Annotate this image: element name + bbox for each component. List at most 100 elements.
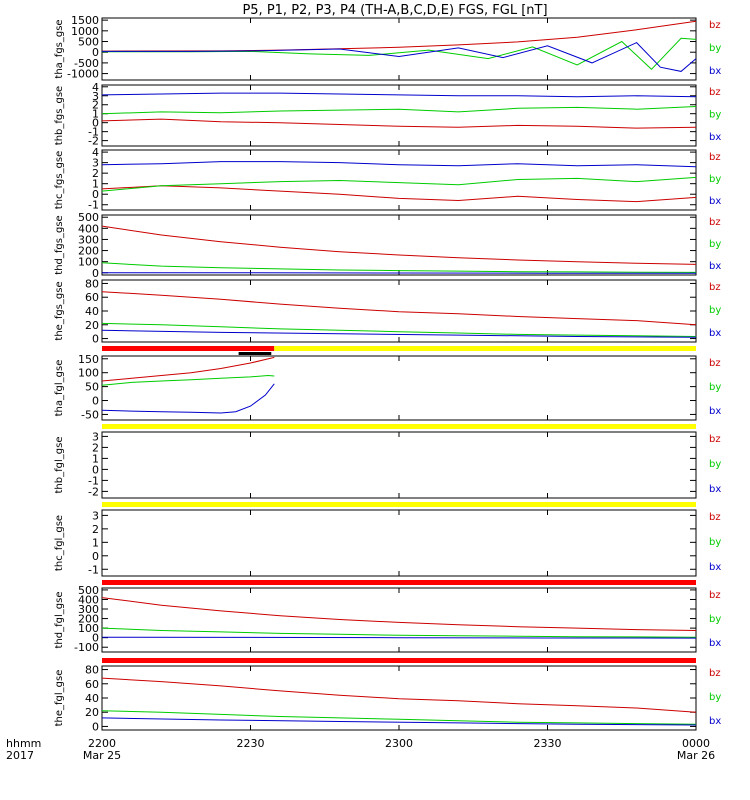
- y-tick-label: 60: [85, 291, 99, 304]
- series-bx-line: [101, 383, 275, 414]
- y-tick-label: 400: [78, 593, 99, 606]
- series-bx-line: [101, 161, 697, 168]
- legend-by: by: [709, 692, 721, 703]
- series-bz-line: [101, 225, 697, 265]
- panel-frame: [101, 431, 697, 499]
- y-tick-label: 0: [92, 395, 99, 408]
- legend-by: by: [709, 614, 721, 625]
- x-axis-format-label: hhmm: [6, 737, 41, 750]
- x-tick-date-label: Mar 25: [83, 749, 121, 762]
- legend-bz: bz: [709, 87, 721, 98]
- y-tick-label: -2: [88, 485, 99, 498]
- series-by-line: [101, 374, 275, 386]
- x-tick-label: 2300: [385, 737, 413, 750]
- legend-bz: bz: [709, 358, 721, 369]
- legend-bx: bx: [709, 484, 721, 495]
- y-tick-label: 3: [92, 90, 99, 103]
- legend-bz: bz: [709, 434, 721, 445]
- y-tick-label: 4: [92, 81, 99, 94]
- status-bar-segment: [102, 580, 696, 585]
- status-bar-segment: [238, 352, 272, 355]
- legend-by: by: [709, 305, 721, 316]
- y-tick-label: 200: [78, 245, 99, 258]
- x-axis-format-label: 2017: [6, 749, 34, 762]
- x-tick-label: 2230: [237, 737, 265, 750]
- legend-by: by: [709, 459, 721, 470]
- series-by-line: [101, 627, 697, 638]
- y-tick-label: 0: [92, 46, 99, 59]
- legend-bx: bx: [709, 638, 721, 649]
- y-tick-label: 1000: [71, 25, 99, 38]
- legend-bx: bx: [709, 196, 721, 207]
- panel-frame: [101, 214, 697, 276]
- x-tick-label: 0000: [682, 737, 710, 750]
- x-tick-date-label: Mar 26: [677, 749, 715, 762]
- series-bz-line: [101, 20, 697, 52]
- series-bz-line: [101, 291, 697, 326]
- y-axis-label: thb_fgl_gse: [54, 437, 65, 494]
- legend-bz: bz: [709, 217, 721, 228]
- panel-frame: [101, 84, 697, 147]
- y-axis-label: the_fgl_gse: [54, 670, 65, 727]
- legend-by: by: [709, 239, 721, 250]
- y-tick-label: 1: [92, 178, 99, 191]
- y-tick-label: 300: [78, 603, 99, 616]
- legend-bx: bx: [709, 132, 721, 143]
- series-by-line: [101, 262, 697, 273]
- legend-bz: bz: [709, 20, 721, 31]
- legend-bx: bx: [709, 562, 721, 573]
- x-tick-label: 2200: [88, 737, 116, 750]
- y-tick-label: 20: [85, 706, 99, 719]
- y-tick-label: -1000: [67, 68, 99, 81]
- y-tick-label: 400: [78, 222, 99, 235]
- y-tick-label: 0: [92, 550, 99, 563]
- y-tick-label: 200: [78, 613, 99, 626]
- y-tick-label: 0: [92, 333, 99, 346]
- legend-bz: bz: [709, 590, 721, 601]
- y-tick-label: 60: [85, 678, 99, 691]
- y-tick-label: 100: [78, 367, 99, 380]
- y-tick-label: -2: [88, 135, 99, 148]
- legend-by: by: [709, 174, 721, 185]
- y-tick-label: 80: [85, 277, 99, 290]
- legend-by: by: [709, 110, 721, 121]
- y-tick-label: -1: [88, 563, 99, 576]
- legend-bz: bz: [709, 512, 721, 523]
- y-tick-label: 3: [92, 509, 99, 522]
- legend-by: by: [709, 43, 721, 54]
- y-tick-label: 0: [92, 720, 99, 733]
- y-tick-label: 0: [92, 463, 99, 476]
- y-tick-label: 4: [92, 146, 99, 159]
- panel-frame: [101, 355, 697, 421]
- panel-frame: [101, 279, 697, 343]
- status-bar-segment: [102, 424, 696, 429]
- y-tick-label: 100: [78, 256, 99, 269]
- series-bx-line: [101, 92, 697, 98]
- y-axis-label: the_fgs_gse: [54, 281, 65, 340]
- y-tick-label: -1: [88, 474, 99, 487]
- series-by-line: [101, 710, 697, 725]
- y-tick-label: 150: [78, 353, 99, 366]
- y-axis-label: thc_fgs_gse: [54, 151, 65, 210]
- y-tick-label: 3: [92, 157, 99, 170]
- series-bx-line: [101, 717, 697, 726]
- y-tick-label: 0: [92, 632, 99, 645]
- legend-bx: bx: [709, 406, 721, 417]
- y-tick-label: 0: [92, 117, 99, 130]
- chart-title: P5, P1, P2, P3, P4 (TH-A,B,C,D,E) FGS, F…: [242, 3, 547, 18]
- y-tick-label: 1500: [71, 14, 99, 27]
- series-bx-line: [102, 272, 697, 274]
- series-bx-line: [101, 636, 697, 639]
- y-tick-label: -50: [81, 408, 99, 421]
- y-tick-label: 0: [92, 188, 99, 201]
- series-by-line: [102, 37, 697, 71]
- legend-by: by: [709, 537, 721, 548]
